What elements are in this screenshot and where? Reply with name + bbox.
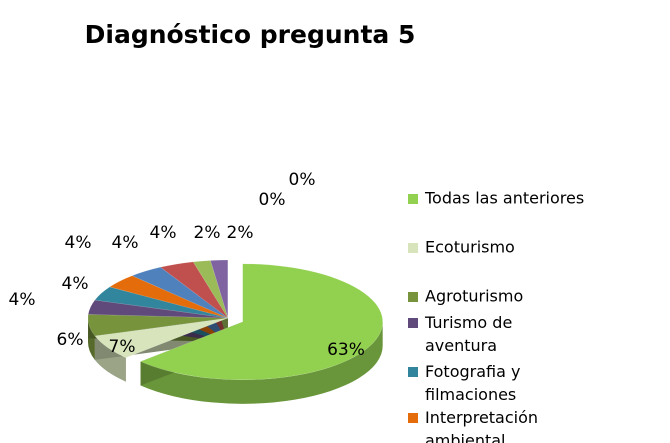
- legend-label: Interpretación ambiental: [425, 408, 543, 443]
- pie-slice: [131, 266, 229, 319]
- chart-title: Diagnóstico pregunta 5: [85, 20, 416, 49]
- pie-slice: [94, 317, 229, 358]
- legend-label: Agroturismo: [425, 287, 523, 306]
- data-label: 2%: [227, 223, 254, 243]
- data-label: 0%: [289, 170, 316, 190]
- data-label: 4%: [150, 223, 177, 243]
- pie-side: [140, 321, 383, 404]
- data-label: 63%: [327, 340, 365, 360]
- data-label: 6%: [57, 330, 84, 350]
- legend-swatch: [408, 292, 418, 302]
- legend: Todas las anteriores Ecoturismo Agroturism…: [408, 189, 584, 443]
- data-label: 4%: [65, 233, 92, 253]
- legend-label: Todas las anteriores: [424, 189, 584, 208]
- legend-swatch: [408, 367, 418, 377]
- data-label: 4%: [112, 233, 139, 253]
- legend-swatch: [408, 194, 418, 204]
- data-label: 4%: [9, 290, 36, 310]
- legend-label: Turismo de aventura: [424, 313, 517, 355]
- pie-slice: [139, 263, 383, 381]
- legend-label: Ecoturismo: [425, 238, 515, 257]
- pie-slice: [159, 261, 229, 319]
- data-labels: 63%7%6%4%4%4% 4% 4% 2% 2%0%0%: [9, 170, 365, 360]
- legend-swatch: [408, 318, 418, 328]
- legend-swatch: [408, 413, 418, 423]
- legend-label: Fotografia y filmaciones: [425, 362, 526, 404]
- data-label: 0%: [259, 190, 286, 210]
- pie-slice: [94, 286, 229, 319]
- data-label: 4%: [62, 274, 89, 294]
- pie-slice: [87, 299, 229, 319]
- pie-slice: [87, 314, 229, 337]
- pie-slice: [210, 259, 229, 319]
- legend-swatch: [408, 243, 418, 253]
- data-label: 2%: [194, 223, 221, 243]
- pie-slice: [192, 260, 229, 319]
- data-label: 7%: [109, 337, 136, 357]
- pie-slice: [109, 275, 229, 319]
- pie-tops: [87, 259, 383, 381]
